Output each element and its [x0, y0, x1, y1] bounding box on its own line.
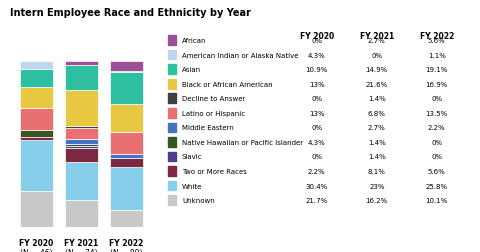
Text: 21.6%: 21.6%	[366, 81, 388, 87]
Text: 2.7%: 2.7%	[368, 125, 385, 131]
Bar	[110, 168, 143, 210]
Bar	[65, 90, 98, 126]
Text: Native Hawaiian or Pacific Islander: Native Hawaiian or Pacific Islander	[182, 139, 303, 145]
Text: 0%: 0%	[431, 139, 443, 145]
Text: 14.9%: 14.9%	[366, 67, 388, 73]
Text: 21.7%: 21.7%	[306, 197, 328, 203]
Bar	[65, 162, 98, 200]
Bar	[65, 140, 98, 144]
Bar	[20, 141, 53, 191]
Text: 23%: 23%	[369, 183, 384, 189]
Text: 30.4%: 30.4%	[306, 183, 328, 189]
Bar	[20, 137, 53, 141]
Bar	[65, 66, 98, 90]
Text: 0%: 0%	[431, 96, 443, 102]
Bar	[20, 109, 53, 130]
Text: (N = 74): (N = 74)	[65, 248, 98, 252]
Text: 19.1%: 19.1%	[426, 67, 448, 73]
Text: 0%: 0%	[311, 38, 323, 44]
Text: FY 2022: FY 2022	[109, 238, 144, 247]
Text: 0%: 0%	[311, 96, 323, 102]
Bar	[20, 87, 53, 109]
Text: Asian: Asian	[182, 67, 201, 73]
Bar	[110, 71, 143, 73]
Text: Latino or Hispanic: Latino or Hispanic	[182, 110, 245, 116]
Text: 16.9%: 16.9%	[426, 81, 448, 87]
Text: 4.3%: 4.3%	[308, 52, 325, 58]
Bar	[110, 105, 143, 133]
Text: FY 2021: FY 2021	[360, 32, 394, 41]
Text: Intern Employee Race and Ethnicity by Year: Intern Employee Race and Ethnicity by Ye…	[10, 8, 251, 18]
Bar	[110, 62, 143, 71]
Bar	[20, 69, 53, 87]
Text: FY 2021: FY 2021	[64, 238, 99, 247]
Text: 13%: 13%	[309, 81, 324, 87]
Text: 16.2%: 16.2%	[366, 197, 388, 203]
Text: (N = 89): (N = 89)	[110, 248, 143, 252]
Text: 2.7%: 2.7%	[368, 38, 385, 44]
Bar	[110, 133, 143, 155]
Text: Slavic: Slavic	[182, 154, 203, 160]
Bar	[20, 62, 53, 69]
Text: Unknown: Unknown	[182, 197, 215, 203]
Text: 0%: 0%	[431, 154, 443, 160]
Text: American Indian or Alaska Native: American Indian or Alaska Native	[182, 52, 299, 58]
Text: Middle Eastern: Middle Eastern	[182, 125, 234, 131]
Text: 1.4%: 1.4%	[368, 154, 385, 160]
Bar	[110, 158, 143, 168]
Text: (N = 46): (N = 46)	[20, 248, 53, 252]
Bar	[110, 155, 143, 158]
Bar	[65, 129, 98, 140]
Text: 13.5%: 13.5%	[426, 110, 448, 116]
Text: 8.1%: 8.1%	[368, 168, 386, 174]
Bar	[65, 200, 98, 227]
Text: 13%: 13%	[309, 110, 324, 116]
Text: 1.4%: 1.4%	[368, 96, 385, 102]
Text: White: White	[182, 183, 202, 189]
Text: Black or African American: Black or African American	[182, 81, 273, 87]
Bar	[65, 61, 98, 66]
Text: 10.1%: 10.1%	[426, 197, 448, 203]
Text: 5.6%: 5.6%	[428, 38, 445, 44]
Bar	[65, 146, 98, 149]
Text: Decline to Answer: Decline to Answer	[182, 96, 245, 102]
Bar	[20, 130, 53, 137]
Bar	[65, 149, 98, 162]
Bar	[65, 144, 98, 146]
Bar	[65, 126, 98, 129]
Text: 5.6%: 5.6%	[428, 168, 445, 174]
Text: 0%: 0%	[311, 154, 323, 160]
Text: 4.3%: 4.3%	[308, 139, 325, 145]
Text: 10.9%: 10.9%	[306, 67, 328, 73]
Text: 6.8%: 6.8%	[368, 110, 386, 116]
Bar	[20, 191, 53, 227]
Text: 25.8%: 25.8%	[426, 183, 448, 189]
Bar	[110, 210, 143, 227]
Text: FY 2022: FY 2022	[420, 32, 454, 41]
Text: 2.2%: 2.2%	[428, 125, 445, 131]
Text: African: African	[182, 38, 206, 44]
Text: Two or More Races: Two or More Races	[182, 168, 247, 174]
Text: 0%: 0%	[371, 52, 383, 58]
Text: FY 2020: FY 2020	[300, 32, 334, 41]
Text: FY 2020: FY 2020	[20, 238, 54, 247]
Bar	[110, 73, 143, 105]
Text: 2.2%: 2.2%	[308, 168, 325, 174]
Text: 0%: 0%	[311, 125, 323, 131]
Text: 1.4%: 1.4%	[368, 139, 385, 145]
Text: 1.1%: 1.1%	[428, 52, 446, 58]
